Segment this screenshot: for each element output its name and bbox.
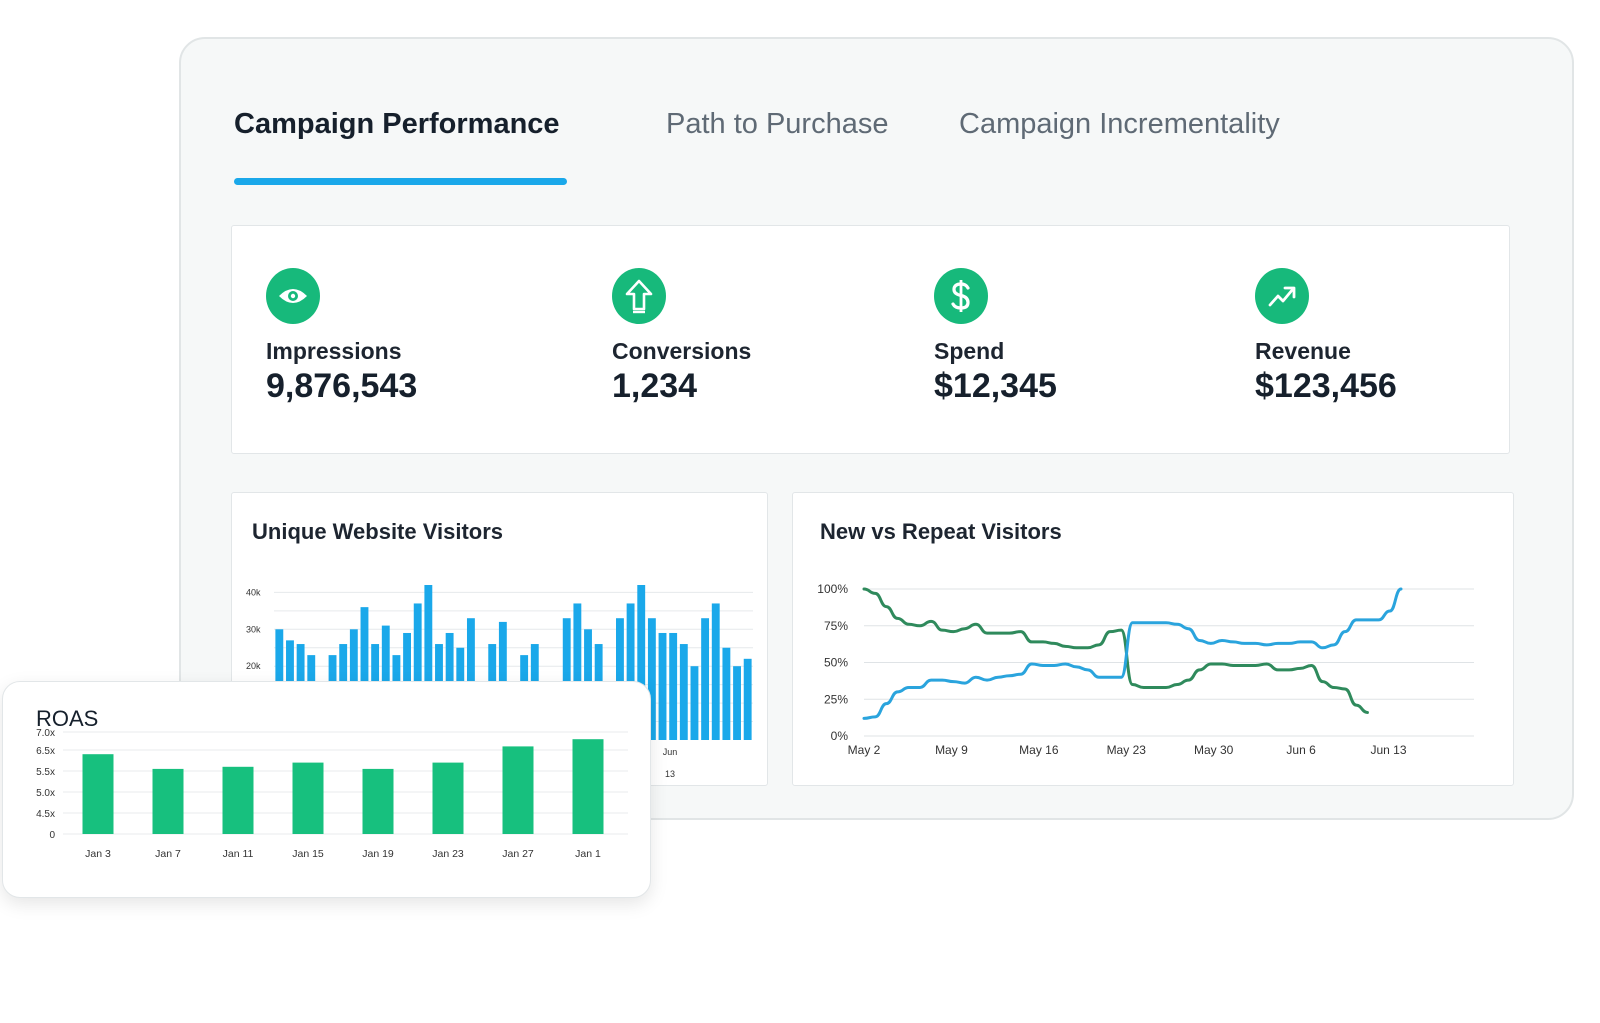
y-tick-label: 100% [817, 582, 848, 596]
x-tick-label: Jan 11 [223, 848, 254, 860]
x-tick-label: Jun [663, 747, 678, 757]
kpi-value: 9,876,543 [266, 367, 418, 405]
y-tick-label: 4.5x [36, 809, 55, 820]
x-tick-label: Jan 23 [432, 848, 464, 860]
visitor-bar [690, 666, 699, 740]
visitor-bar [658, 632, 667, 740]
arrow-up-icon [612, 268, 666, 324]
visitor-bar [701, 618, 710, 740]
y-tick-label: 5.0x [36, 788, 55, 799]
y-tick-label: 20k [246, 661, 261, 671]
roas-bar [502, 746, 534, 834]
chart-title: Unique Website Visitors [252, 519, 504, 544]
x-tick-label: Jun 13 [1370, 743, 1406, 757]
roas-bar [572, 739, 604, 834]
x-tick-label: 13 [665, 769, 675, 779]
series-line [862, 587, 1369, 714]
visitor-bar [711, 603, 720, 740]
x-tick-label: Jun 6 [1286, 743, 1316, 757]
y-tick-label: 50% [824, 656, 848, 670]
x-tick-label: Jan 3 [85, 848, 111, 860]
tab-campaign-performance[interactable]: Campaign Performance [234, 108, 560, 140]
kpi-label: Spend [934, 338, 1005, 364]
y-tick-label: 75% [824, 619, 848, 633]
x-tick-label: May 2 [848, 743, 881, 757]
y-tick-label: 6.5x [36, 746, 55, 757]
eye-icon [266, 268, 320, 324]
roas-bar [362, 768, 394, 834]
visitor-bar [562, 618, 571, 740]
roas-bar [82, 754, 114, 834]
roas-bar [292, 762, 324, 834]
kpi-value: $12,345 [934, 367, 1057, 405]
new-vs-repeat-chart: 100% 75% 50% 25% 0%May 2 May 9 May 16 May 23 May… [817, 582, 1474, 757]
active-tab-indicator [234, 178, 567, 185]
visitor-bar [743, 658, 752, 740]
visitor-bar [466, 618, 475, 740]
y-tick-label: 30k [246, 624, 261, 634]
chart-title: ROAS [36, 706, 99, 731]
visitor-bar [424, 585, 433, 740]
visitor-bar [413, 603, 422, 740]
visitor-bar [360, 607, 369, 740]
roas-bar [222, 766, 254, 834]
new-vs-repeat-card: New vs Repeat Visitors 100% 75% 50% 25% 0% Ma… [792, 492, 1514, 786]
visitor-bar [733, 666, 741, 740]
visitor-bar [679, 644, 688, 740]
visitor-bar [626, 603, 635, 740]
roas-chart: 7.0x 6.5x 5.5x 5.0x 4.5x 0 Jan 3 Jan 7 Jan 11 Jan… [36, 728, 628, 860]
kpi-impressions: Impressions 9,876,543 [266, 268, 417, 406]
x-tick-label: Jan 7 [155, 848, 181, 860]
tab-path-to-purchase[interactable]: Path to Purchase [666, 108, 889, 140]
kpi-label: Revenue [1255, 338, 1351, 364]
y-tick-label: 7.0x [36, 728, 55, 739]
kpi-value: $123,456 [1255, 367, 1397, 405]
kpi-conversions: Conversions 1,234 [612, 268, 751, 406]
kpi-value: 1,234 [612, 367, 698, 405]
y-tick-label: 5.5x [36, 767, 55, 778]
trend-up-icon [1255, 268, 1309, 324]
kpi-label: Impressions [266, 338, 402, 364]
x-tick-label: Jan 1 [575, 848, 601, 860]
visitor-bar [498, 621, 507, 740]
visitor-bar [647, 618, 656, 740]
roas-card: ROAS 7.0x 6.5x 5.5x 5.0x 4.5x 0 Jan 3 Jan 7 Jan … [2, 681, 651, 898]
y-tick-label: 0% [831, 729, 849, 743]
kpi-spend: Spend $12,345 [934, 268, 1057, 406]
roas-bar [432, 762, 464, 834]
x-tick-label: Jan 15 [292, 848, 324, 860]
visitor-bar [573, 603, 582, 740]
series-line [862, 587, 1403, 720]
chart-title: New vs Repeat Visitors [820, 519, 1062, 544]
x-tick-label: Jan 27 [502, 848, 534, 860]
x-tick-label: May 16 [1019, 743, 1059, 757]
y-tick-label: 0 [49, 830, 55, 841]
x-tick-label: May 23 [1107, 743, 1147, 757]
y-tick-label: 25% [824, 692, 848, 706]
roas-bar [152, 768, 184, 834]
kpi-revenue: Revenue $123,456 [1255, 268, 1397, 406]
tab-campaign-incrementality[interactable]: Campaign Incrementality [959, 108, 1280, 140]
visitor-bar [637, 585, 646, 740]
visitor-bar [616, 618, 624, 740]
y-tick-label: 40k [246, 587, 261, 597]
visitor-bar [669, 632, 678, 740]
kpi-label: Conversions [612, 338, 752, 364]
x-tick-label: Jan 19 [362, 848, 394, 860]
x-tick-label: May 30 [1194, 743, 1234, 757]
visitor-bar [722, 647, 731, 740]
kpi-summary-card: Impressions 9,876,543 Conversions 1,234 … [231, 225, 1510, 454]
x-tick-label: May 9 [935, 743, 968, 757]
dollar-icon [934, 268, 988, 324]
